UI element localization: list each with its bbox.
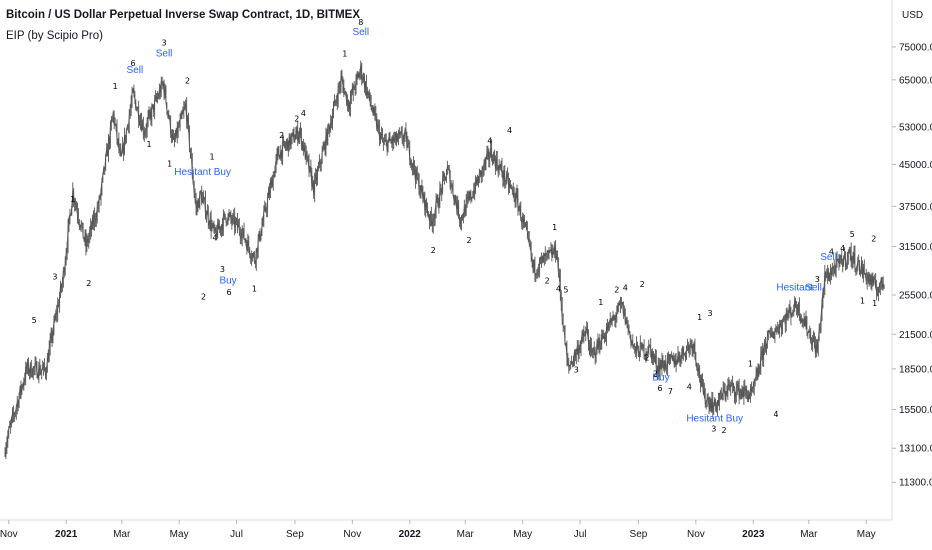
wave-count-label: 4: [773, 410, 778, 419]
x-tick-label: May: [857, 529, 876, 540]
wave-count-label: 2: [871, 234, 876, 243]
wave-count-label: 3: [711, 424, 716, 433]
x-tick-label: 2023: [742, 529, 765, 540]
wave-count-label: 3: [707, 309, 712, 318]
x-tick-label: May: [170, 529, 189, 540]
x-tick-label: Mar: [457, 529, 475, 540]
wave-count-label: 4: [556, 284, 561, 293]
wave-count-label: 7: [668, 387, 673, 396]
x-tick-label: Jul: [230, 529, 243, 540]
wave-count-label: 6: [658, 384, 663, 393]
wave-count-label: 2: [653, 369, 658, 378]
y-tick-label: 45000.0: [899, 160, 932, 171]
signal-label: Hesitant: [776, 283, 813, 294]
wave-count-label: 3: [52, 272, 57, 281]
wave-count-label: 1: [210, 152, 215, 161]
y-tick-label: 11300.0: [899, 478, 932, 489]
y-tick-label: 18500.0: [899, 364, 932, 375]
signal-label: Buy: [219, 276, 236, 287]
time-axis: Nov 2021 Mar May Jul Sep Nov 2022 Mar May Jul Sep No…: [0, 520, 876, 540]
y-tick-label: 53000.0: [899, 122, 932, 133]
signal-label: Sell: [156, 48, 173, 59]
wave-count-label: 4: [829, 248, 834, 257]
x-tick-label: Sep: [630, 529, 648, 540]
wave-count-label: 2: [86, 279, 91, 288]
x-tick-label: Jul: [574, 529, 587, 540]
wave-count-label: 8: [358, 18, 363, 27]
wave-count-label: 4: [507, 126, 512, 135]
wave-count-label: 4: [487, 136, 492, 145]
wave-count-label: 2: [640, 280, 645, 289]
y-tick-label: 31500.0: [899, 242, 932, 253]
y-tick-label: 13100.0: [899, 444, 932, 455]
wave-count-label: 2: [614, 285, 619, 294]
wave-count-label: 5: [563, 285, 568, 294]
wave-count-label: 2: [279, 131, 284, 140]
x-tick-label: Nov: [0, 529, 18, 540]
x-tick-label: May: [513, 529, 532, 540]
signal-label: Buy: [652, 372, 669, 383]
wave-count-label: 2: [201, 293, 206, 302]
wave-count-label: 1: [872, 299, 877, 308]
wave-count-label: 1: [167, 159, 172, 168]
wave-count-label: 4: [840, 244, 845, 253]
wave-count-label: 1: [860, 296, 865, 305]
annotation-layer: Sell Sell Hesitant Buy Buy Sell Buy Hesitant B…: [32, 18, 878, 435]
signal-label: Sell: [820, 252, 837, 263]
signal-label: Hesitant Buy: [686, 414, 743, 425]
wave-count-label: 2: [185, 76, 190, 85]
signal-label: Hesitant Buy: [174, 167, 231, 178]
wave-count-label: 1: [748, 359, 753, 368]
close-line: [4, 64, 885, 455]
wave-count-label: 3: [162, 38, 167, 47]
wave-count-label: 4: [301, 109, 306, 118]
indicator-label: EIP (by Scipio Pro): [6, 30, 103, 42]
currency-label: USD: [902, 10, 923, 21]
wave-count-label: 6: [130, 59, 135, 68]
wave-count-label: 2: [431, 246, 436, 255]
y-tick-label: 37500.0: [899, 202, 932, 213]
chart-title: Bitcoin / US Dollar Perpetual Inverse Sw…: [6, 9, 361, 21]
wave-count-label: 2: [644, 353, 649, 362]
x-tick-label: Nov: [687, 529, 705, 540]
y-tick-label: 21500.0: [899, 330, 932, 341]
wave-count-label: 3: [220, 265, 225, 274]
price-axis: 11300.0 13100.0 15500.0 18500.0 21500.0 25500…: [892, 42, 932, 489]
wave-count-label: 1: [598, 298, 603, 307]
wave-count-label: 4: [212, 234, 217, 243]
y-tick-label: 15500.0: [899, 405, 932, 416]
wave-count-label: 1: [552, 223, 557, 232]
wave-count-label: 3: [574, 366, 579, 375]
y-tick-label: 65000.0: [899, 75, 932, 86]
signal-label: Sell: [805, 283, 822, 294]
x-tick-label: Mar: [800, 529, 818, 540]
x-tick-label: Sep: [286, 529, 304, 540]
signal-label: Sell: [127, 65, 144, 76]
y-tick-label: 75000.0: [899, 42, 932, 53]
wave-count-label: 1: [146, 140, 151, 149]
signal-label: Sell: [352, 27, 369, 38]
wave-count-label: 5: [32, 316, 37, 325]
x-tick-label: 2021: [55, 529, 78, 540]
wave-count-label: 5: [850, 230, 855, 239]
wave-count-label: 1: [70, 195, 75, 204]
wave-count-label: 1: [342, 49, 347, 58]
x-tick-label: 2022: [399, 529, 422, 540]
x-tick-label: Mar: [113, 529, 131, 540]
price-series: [4, 60, 885, 460]
wave-count-label: 3: [815, 275, 820, 284]
wave-count-label: 4: [623, 284, 628, 293]
wave-count-label: 1: [252, 284, 257, 293]
wave-count-label: 2: [294, 115, 299, 124]
x-tick-label: Nov: [343, 529, 361, 540]
y-tick-label: 25500.0: [899, 291, 932, 302]
wave-count-label: 2: [722, 426, 727, 435]
wave-count-label: 2: [545, 277, 550, 286]
wave-count-label: 1: [113, 82, 118, 91]
wave-count-label: 1: [697, 313, 702, 322]
wave-count-label: 4: [687, 383, 692, 392]
wave-count-label: 6: [226, 288, 231, 297]
wave-count-label: 2: [466, 236, 471, 245]
